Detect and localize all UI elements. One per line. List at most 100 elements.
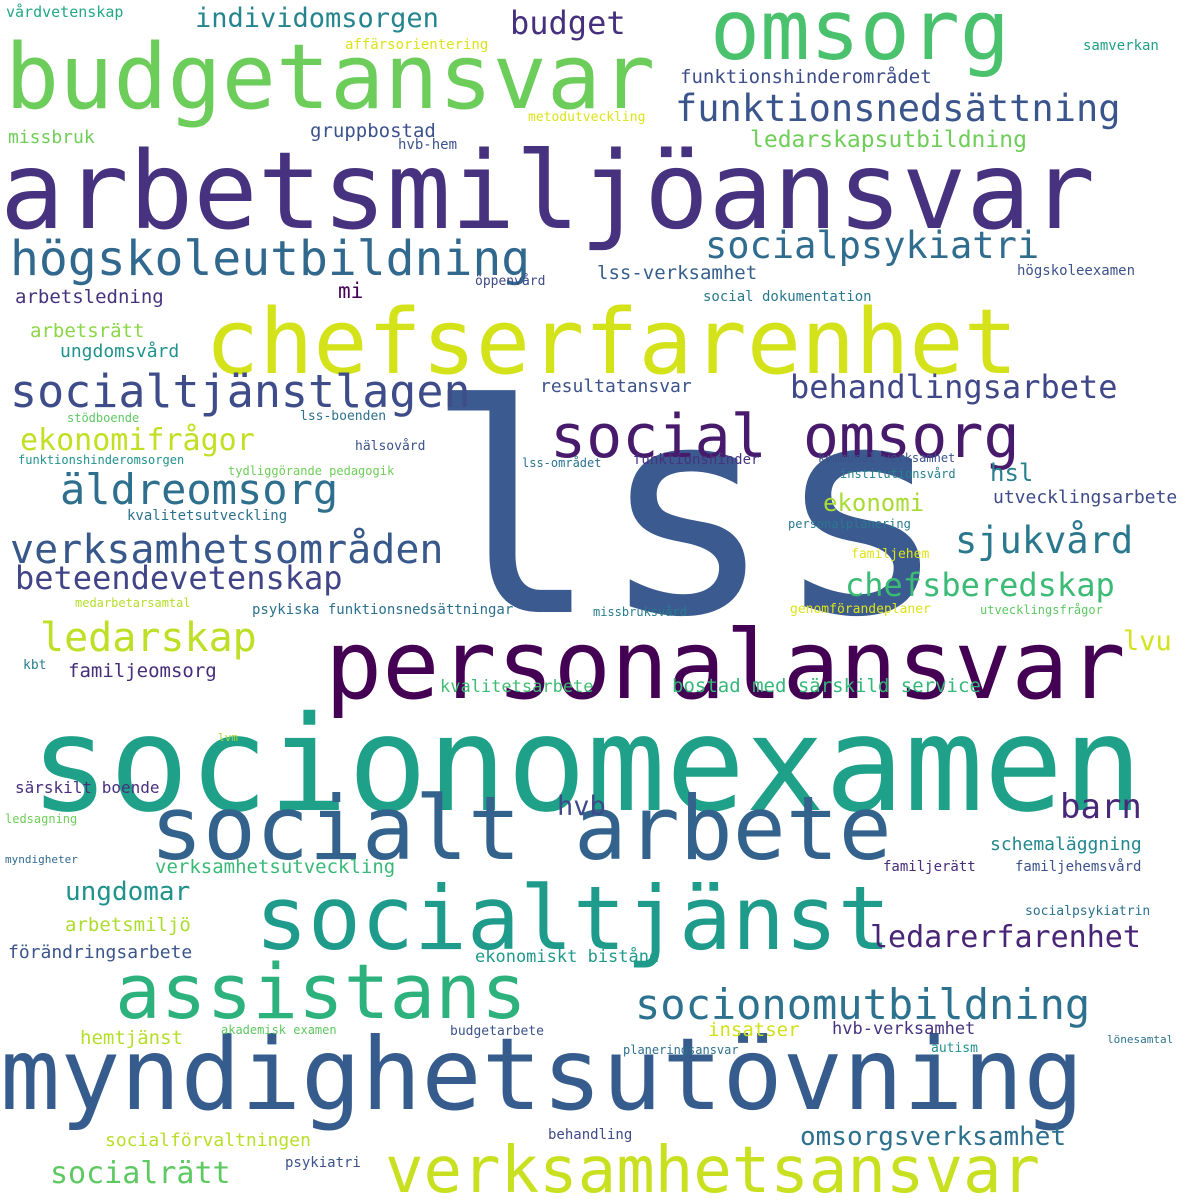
cloud-word: chefsberedskap xyxy=(845,566,1115,605)
cloud-word: budgetansvar xyxy=(5,25,656,130)
cloud-word: tydliggörande pedagogik xyxy=(228,464,395,479)
cloud-word: förändringsarbete xyxy=(8,941,193,963)
cloud-word: socialförvaltningen xyxy=(105,1129,311,1151)
cloud-word: affärsorientering xyxy=(345,36,489,53)
cloud-word: medarbetarsamtal xyxy=(75,596,191,611)
cloud-word: familjehemsvård xyxy=(1015,858,1142,875)
cloud-word: socialrätt xyxy=(50,1156,231,1191)
cloud-word: ekonomifrågor xyxy=(20,423,255,458)
cloud-word: barn xyxy=(1060,786,1142,827)
cloud-word: ledsagning xyxy=(5,812,78,827)
cloud-word: högskoleutbildning xyxy=(10,230,531,287)
cloud-word: beteendevetenskap xyxy=(15,559,343,598)
cloud-word: särskilt boende xyxy=(15,778,160,798)
cloud-word: utvecklingsfrågor xyxy=(980,603,1103,618)
cloud-word: socialt arbete xyxy=(150,776,892,880)
cloud-word: verksamhetsansvar xyxy=(385,1133,1041,1200)
cloud-word: öppenvård xyxy=(475,273,546,289)
cloud-word: institutionsvård xyxy=(840,467,956,482)
cloud-word: ekonomiskt bistånd xyxy=(475,947,660,968)
cloud-word: ledarskapsutbildning xyxy=(750,126,1027,153)
cloud-word: assistans xyxy=(115,947,527,1037)
cloud-word: socionomexamen xyxy=(30,688,1143,843)
cloud-word: familjeomsorg xyxy=(68,659,217,682)
cloud-word: arbetsmiljöansvar xyxy=(0,130,1096,255)
cloud-word: autism xyxy=(931,1040,978,1056)
cloud-word: hemtjänst xyxy=(80,1026,183,1049)
cloud-word: kvalitetsarbete xyxy=(440,677,594,698)
cloud-word: missbruksvård xyxy=(593,605,687,620)
cloud-word: funktionshinderområdet xyxy=(680,65,932,88)
cloud-word: ekonomi xyxy=(823,488,925,517)
cloud-word: lss-verksamhet xyxy=(597,261,758,284)
cloud-word: hsl xyxy=(990,458,1034,487)
cloud-word: ungdomar xyxy=(65,877,191,908)
cloud-word: arbetsledning xyxy=(15,285,164,308)
cloud-word: verksamhetsutveckling xyxy=(155,855,396,878)
cloud-word: vårdvetenskap xyxy=(6,3,124,21)
cloud-word: omsorg xyxy=(710,0,1010,79)
cloud-word: socialpsykiatri xyxy=(705,224,1040,268)
cloud-word: kommunal verksamhet xyxy=(818,451,956,466)
cloud-word: lss xyxy=(425,344,949,681)
cloud-word: samverkan xyxy=(1083,37,1159,54)
cloud-word: ledarskap xyxy=(40,615,257,661)
cloud-word: högskoleexamen xyxy=(1017,262,1136,279)
cloud-word: planeringsansvar xyxy=(623,1043,739,1058)
cloud-word: genomförandeplaner xyxy=(790,601,931,617)
cloud-word: kbt xyxy=(23,657,47,673)
cloud-word: stödboende xyxy=(67,411,140,426)
cloud-word: omsorgsverksamhet xyxy=(800,1122,1067,1153)
cloud-word: budgetarbete xyxy=(450,1023,544,1039)
cloud-word: personalplanering xyxy=(788,517,911,532)
cloud-word: gruppbostad xyxy=(310,119,436,142)
cloud-word: äldreomsorg xyxy=(60,465,339,515)
cloud-word: socialtjänstlagen xyxy=(10,365,471,418)
cloud-word: myndigheter xyxy=(5,853,78,867)
cloud-word: socialtjänst xyxy=(255,866,891,970)
cloud-word: chefserfarenhet xyxy=(205,290,1018,395)
cloud-word: familjehem xyxy=(851,546,930,562)
cloud-word: lvm xyxy=(218,731,238,745)
cloud-word: psykiska funktionsnedsättningar xyxy=(252,601,514,618)
cloud-word: bostad med särskild service xyxy=(672,674,981,697)
cloud-word: psykiatri xyxy=(285,1154,361,1171)
cloud-word: behandling xyxy=(548,1126,633,1143)
cloud-word: funktionshinderomsorgen xyxy=(18,453,185,468)
cloud-word: utvecklingsarbete xyxy=(993,486,1178,508)
cloud-word: kvalitetsutveckling xyxy=(127,507,288,524)
cloud-word: schemaläggning xyxy=(990,833,1142,855)
cloud-word: resultatansvar xyxy=(540,375,692,397)
cloud-word: individomsorgen xyxy=(195,3,439,35)
cloud-word: sjukvård xyxy=(955,519,1134,563)
cloud-word: socialpsykiatrin xyxy=(1025,903,1151,919)
cloud-word: hvb xyxy=(557,791,606,823)
cloud-word: verksamhetsområden xyxy=(10,527,444,573)
cloud-word: social omsorg xyxy=(550,402,1020,472)
cloud-word: akademisk examen xyxy=(221,1023,337,1038)
cloud-word: mi xyxy=(338,279,364,304)
cloud-word: familjerätt xyxy=(883,858,976,875)
cloud-word: lönesamtal xyxy=(1107,1033,1174,1047)
cloud-word: hvb-verksamhet xyxy=(832,1019,976,1040)
cloud-word: ungdomsvård xyxy=(60,340,180,362)
cloud-word: arbetsrätt xyxy=(30,319,145,342)
cloud-word: myndighetsutövning xyxy=(0,1016,1084,1133)
cloud-word: insatser xyxy=(708,1018,800,1041)
cloud-word: funktionshinder xyxy=(633,451,760,468)
cloud-word: lss-boenden xyxy=(300,408,387,424)
cloud-word: hälsovård xyxy=(355,438,426,454)
cloud-word: funktionsnedsättning xyxy=(675,87,1121,131)
cloud-word: hvb-hem xyxy=(398,136,458,153)
cloud-word: budget xyxy=(510,4,626,43)
cloud-word: arbetsmiljö xyxy=(65,913,191,936)
cloud-word: personalansvar xyxy=(325,611,1126,721)
cloud-word: socionomutbildning xyxy=(635,980,1091,1030)
cloud-word: lvu xyxy=(1123,626,1172,658)
cloud-word: missbruk xyxy=(8,126,95,148)
cloud-word: lss-området xyxy=(522,456,602,471)
cloud-word: behandlingsarbete xyxy=(790,368,1118,407)
cloud-word: metodutveckling xyxy=(528,109,646,125)
cloud-word: social dokumentation xyxy=(703,288,872,305)
